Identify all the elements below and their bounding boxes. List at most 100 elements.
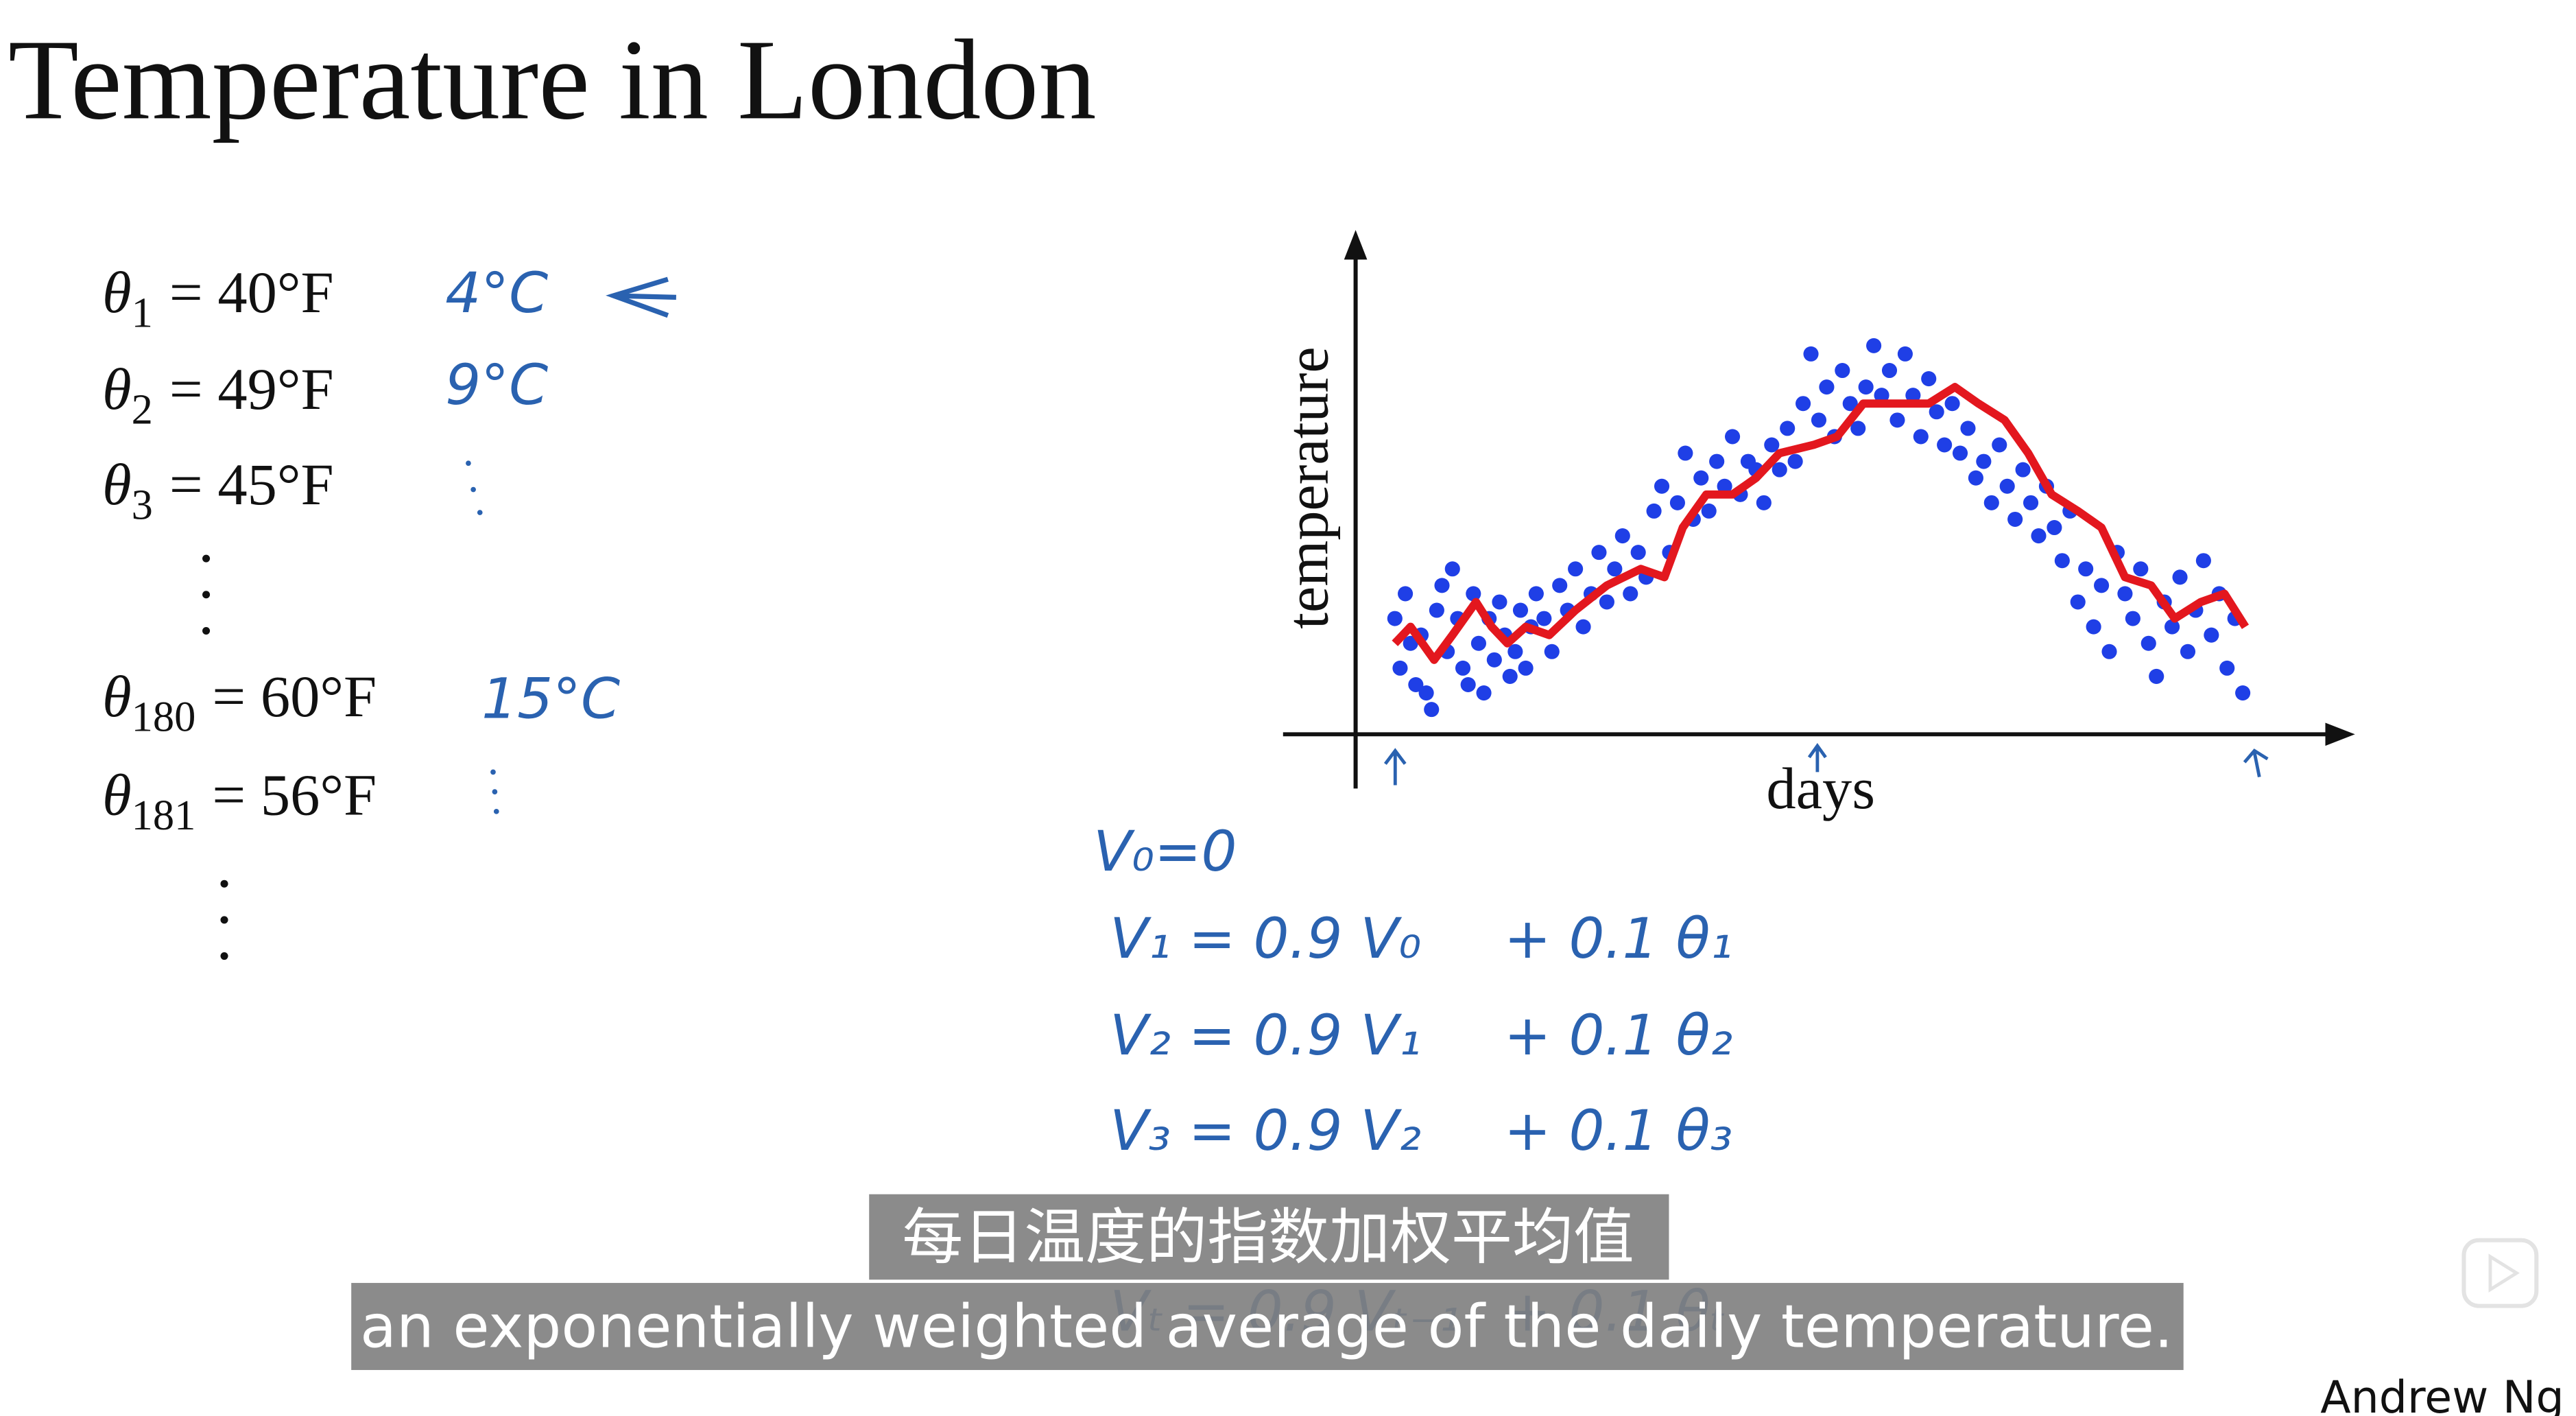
scatter-point [1992,437,2007,453]
scatter-point [1787,453,1803,469]
scatter-point [2015,462,2031,477]
scatter-point [2219,660,2235,676]
scatter-point [1476,685,1492,701]
scatter-point [2133,561,2149,577]
rhs: = 56°F [212,762,377,828]
subtitle-box [869,1194,1669,1280]
handwritten-right: + 0.1 θ₃ [1504,1098,1732,1164]
subtitle-box [351,1283,2184,1370]
scatter-point [1819,379,1835,395]
scatter-point [1678,445,1693,461]
equation: θ180 = 60°F [102,663,377,740]
rhs: = 49°F [169,356,334,422]
scatter-point [2101,644,2117,659]
scatter-point [1607,561,1623,577]
scatter-point [1976,453,1992,469]
scatter-point [1803,346,1819,362]
scatter-point [1944,396,1960,412]
scatter-point [2195,553,2211,569]
axis-arrow [2325,722,2355,746]
vertical-ellipsis [202,554,228,960]
scatter-point [1701,503,1717,519]
scatter-point [1424,702,1440,718]
scatter-point [1591,545,1607,560]
scatter-point [1772,462,1787,477]
handwritten-right: + 0.1 θ₁ [1504,906,1732,971]
axis-arrow [1344,230,1368,260]
scatter-point [2070,594,2086,610]
scatter-point [1960,421,1976,436]
scatter-point [1897,346,1913,362]
scatter-point [1889,412,1905,428]
scatter-point [1756,495,1772,510]
scatter-point [1486,652,1502,668]
scatter-point [1654,478,1670,494]
scatter-point [1630,545,1646,560]
scatter-point [1408,676,1424,693]
equation: θ3 = 45°F [102,451,334,528]
scatter-point [1764,437,1780,453]
author: Andrew Ng [2320,1372,2564,1416]
scatter-point [1709,453,1725,469]
scatter-point [2094,578,2110,593]
scatter-point [1502,668,1518,684]
scatter-point [1999,478,2015,494]
scatter-point [1536,611,1552,626]
rhs: = 45°F [169,451,334,517]
scatter-point [2031,528,2047,544]
scatter-point [2054,553,2070,569]
scatter-point [1492,594,1507,610]
subscript: 2 [132,386,153,434]
hand-arrows [1383,742,2269,786]
scatter-point [1470,635,1486,651]
scatter-point [2047,519,2062,536]
chart: temperature days [1275,230,2355,821]
symbol: θ [102,663,132,729]
scatter-point [1434,578,1450,593]
scatter-point [1418,685,1434,701]
scatter-point [2125,611,2140,626]
scatter-point [1614,528,1630,544]
scatter-point [1796,396,1811,412]
scatter-point [2235,685,2251,701]
player-icon[interactable] [2461,1238,2539,1308]
scatter-point [1929,404,1944,420]
scatter-point [1575,619,1591,635]
handwritten-left: V₀=0 [1093,819,1237,884]
scatter-point [1913,429,1929,445]
scatter-point [1623,586,1638,602]
scatter-point [2149,668,2164,684]
scatter-point [1599,594,1614,610]
handwritten-left: V₂ = 0.9 V₁ [1110,1003,1421,1068]
scatter-point [1568,561,1584,577]
scatter-point [1937,437,1953,453]
handwritten-left: V₃ = 0.9 V₂ [1110,1098,1421,1164]
scatter-point [1646,503,1662,519]
scatter-point [1693,470,1709,486]
scatter-point [1544,644,1560,659]
scatter-point [1780,421,1796,436]
scatter-point [1811,412,1827,428]
scatter-point [1403,635,1418,651]
handwritten-left: V₁ = 0.9 V₀ [1110,906,1421,971]
annotation: 15°C [481,667,620,732]
scatter-point [1466,586,1481,602]
scatter-point [2023,495,2039,510]
subscript: 1 [132,290,153,337]
scatter-point [1905,388,1921,403]
rhs: = 60°F [212,663,377,729]
y-axis-label: temperature [1275,346,1341,629]
annotation: 4°C [445,261,548,326]
scatter-point [1724,429,1741,445]
scatter-point [1507,644,1523,659]
scatter-point [2172,569,2188,585]
slide-title: Temperature in London [8,16,1097,144]
scatter-point [2007,511,2023,527]
subscript: 181 [132,792,196,839]
scatter-point [1512,602,1529,618]
subscript: 180 [132,694,196,741]
